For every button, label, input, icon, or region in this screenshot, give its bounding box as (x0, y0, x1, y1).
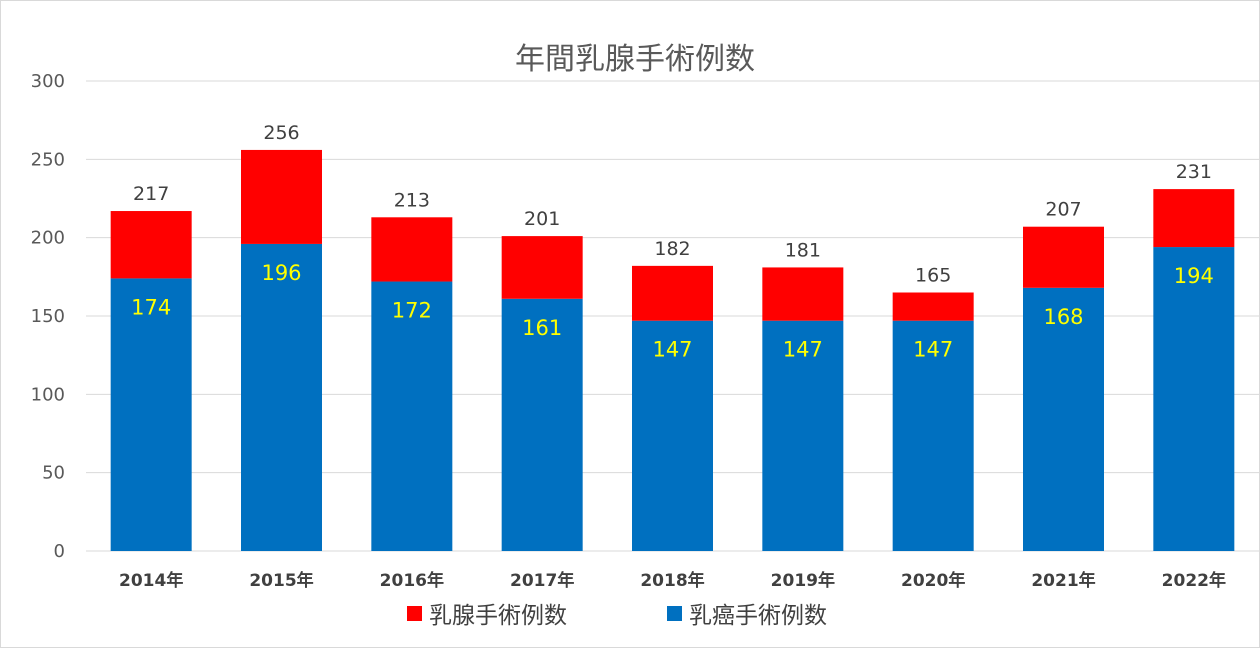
data-labels: 174 217 196 256 172 213 161 201 147 182 147 181 147 1… (131, 122, 1214, 362)
bar-total-label: 256 (263, 122, 299, 144)
bar-segment-breast-cancer (1153, 247, 1235, 552)
x-tick-label: 2022年 (1162, 570, 1226, 591)
legend: 乳腺手術例数 乳癌手術例数 (407, 603, 827, 629)
x-tick-label: 2019年 (771, 570, 835, 591)
bar-inner-label: 147 (913, 338, 953, 362)
bar-segment-breast-surgery (632, 265, 713, 321)
bar-segment-breast-cancer (1023, 287, 1104, 551)
bar-segment-breast-surgery (892, 292, 974, 321)
bar-segment-breast-surgery (501, 236, 583, 299)
legend-label: 乳腺手術例数 (429, 603, 567, 629)
bar-total-label: 165 (915, 265, 951, 287)
bar-segment-breast-surgery (762, 267, 844, 321)
bar-segment-breast-cancer (892, 320, 974, 551)
bar-total-label: 181 (785, 239, 821, 261)
chart-title: 年間乳腺手術例数 (515, 42, 755, 77)
bar-inner-label: 174 (131, 295, 171, 319)
x-tick-label: 2014年 (119, 570, 183, 591)
x-tick-label: 2021年 (1031, 570, 1095, 591)
bar-segment-breast-cancer (241, 243, 322, 551)
y-axis-ticks: 0 50 100 150 200 250 300 (31, 71, 65, 562)
y-tick-label: 300 (31, 71, 65, 92)
bar-segment-breast-cancer (110, 278, 192, 551)
bar-total-label: 182 (654, 238, 690, 260)
bar-segment-breast-cancer (762, 320, 844, 551)
bar-total-label: 201 (524, 208, 560, 230)
y-tick-label: 100 (31, 384, 65, 405)
bar-inner-label: 168 (1043, 305, 1083, 329)
bar-inner-label: 194 (1174, 264, 1214, 288)
y-tick-label: 50 (42, 463, 65, 484)
x-tick-label: 2018年 (640, 570, 704, 591)
y-tick-label: 0 (54, 541, 65, 562)
bar-segment-breast-surgery (110, 211, 192, 279)
bar-segment-breast-surgery (371, 217, 453, 282)
y-tick-label: 200 (31, 228, 65, 249)
bar-segment-breast-cancer (371, 281, 453, 551)
bar-segment-breast-surgery (241, 149, 322, 244)
bar-inner-label: 147 (652, 338, 692, 362)
x-tick-label: 2020年 (901, 570, 965, 591)
bar-segment-breast-surgery (1023, 226, 1104, 288)
x-axis-ticks: 2014年 2015年 2016年 2017年 2018年 2019年 2020年 2021年… (119, 570, 1226, 591)
bar-segment-breast-cancer (501, 298, 583, 551)
bar-segment-breast-surgery (1153, 189, 1235, 248)
legend-swatch (667, 606, 682, 621)
legend-label: 乳癌手術例数 (689, 603, 827, 629)
bar-inner-label: 172 (392, 299, 432, 323)
legend-swatch (407, 606, 422, 621)
bar-total-label: 207 (1045, 199, 1081, 221)
x-tick-label: 2015年 (249, 570, 313, 591)
bar-inner-label: 147 (783, 338, 823, 362)
y-tick-label: 250 (31, 149, 65, 170)
bar-total-label: 231 (1176, 161, 1212, 183)
bar-inner-label: 161 (522, 316, 562, 340)
bar-total-label: 217 (133, 183, 169, 205)
bar-inner-label: 196 (261, 261, 301, 285)
bar-total-label: 213 (394, 189, 430, 211)
x-tick-label: 2017年 (510, 570, 574, 591)
y-tick-label: 150 (31, 306, 65, 327)
bar-segment-breast-cancer (632, 320, 713, 551)
x-tick-label: 2016年 (380, 570, 444, 591)
bars (110, 149, 1235, 552)
